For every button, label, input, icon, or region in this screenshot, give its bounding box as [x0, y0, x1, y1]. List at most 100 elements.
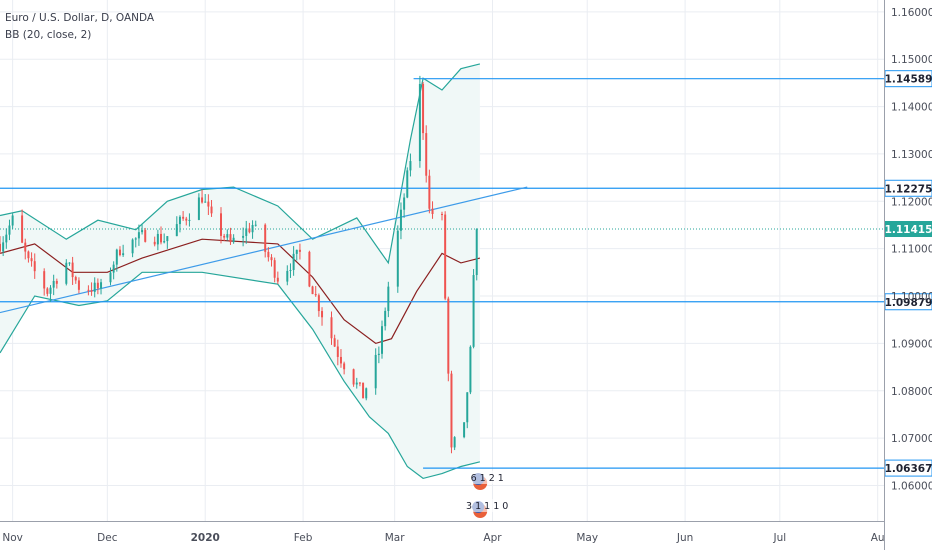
candle-body: [273, 260, 276, 278]
candle-body: [387, 286, 390, 311]
candle-body: [5, 234, 8, 243]
candle-body: [267, 251, 270, 258]
time-tick-label: Apr: [483, 532, 502, 544]
candle-body: [0, 243, 1, 252]
level-price-label: 1.12275: [885, 183, 932, 195]
candle-body: [447, 298, 450, 374]
candle-body: [201, 197, 204, 203]
candle-body: [396, 230, 399, 287]
candle-body: [248, 228, 251, 233]
candle-body: [2, 242, 5, 252]
candle-body: [21, 215, 24, 243]
candle-body: [343, 363, 346, 370]
candle-body: [210, 206, 213, 214]
trendline: [0, 186, 528, 314]
candle-body: [463, 422, 466, 438]
candle-body: [406, 170, 409, 198]
event-badge-bg: [472, 499, 504, 512]
candle-body: [118, 249, 121, 256]
candle-body: [352, 369, 355, 385]
candle-body: [55, 280, 58, 284]
candle-body: [188, 219, 191, 221]
horizontal-levels[interactable]: 1.14589 1.12275 1.09879 1.06367 1.11415: [0, 70, 932, 477]
time-tick-label: Mar: [385, 532, 405, 544]
candle-body: [141, 230, 144, 233]
candle-body: [197, 197, 200, 220]
trendlines[interactable]: [0, 186, 528, 314]
candle-body: [418, 84, 421, 162]
candle-body: [308, 251, 311, 287]
candle-body: [52, 280, 55, 288]
event-badge-label: 3 1 1 1 0: [466, 501, 508, 512]
level-price-label: 1.14589: [885, 74, 932, 86]
candle-body: [254, 224, 257, 226]
price-tick-label: 1.09000: [891, 338, 932, 350]
candle-body: [74, 277, 77, 281]
candle-body: [251, 225, 254, 233]
price-tick-label: 1.14000: [891, 102, 932, 114]
candle-body: [137, 232, 140, 239]
candle-body: [431, 208, 434, 214]
candle-body: [160, 233, 163, 243]
candle-body: [276, 277, 279, 282]
candle-body: [450, 373, 453, 448]
candle-body: [472, 275, 475, 347]
candle-body: [365, 388, 368, 399]
price-tick-label: 1.08000: [891, 386, 932, 398]
candle-body: [409, 161, 412, 171]
candle-body: [314, 294, 317, 296]
candle-body: [441, 213, 443, 215]
candle-body: [226, 234, 229, 238]
candle-body: [422, 84, 425, 134]
event-badges[interactable]: 6 1 2 1 3 1 1 1 0: [466, 471, 508, 518]
candle-body: [11, 215, 14, 226]
price-tick-label: 1.11000: [891, 244, 932, 256]
candle-body: [403, 197, 406, 210]
candle-body: [362, 382, 365, 399]
candle-body: [163, 241, 166, 243]
candle-body: [384, 310, 387, 327]
candle-body: [399, 209, 402, 231]
candle-body: [207, 201, 210, 207]
price-tick-label: 1.15000: [891, 54, 932, 66]
candle-body: [112, 264, 115, 273]
candle-body: [71, 262, 74, 278]
candle-body: [175, 224, 178, 237]
candle-body: [264, 224, 267, 252]
candle-body: [131, 239, 134, 254]
candle-body: [336, 346, 339, 357]
candle-body: [204, 201, 207, 203]
candle-body: [242, 235, 245, 238]
candle-body: [381, 326, 384, 354]
bollinger-band-fill: [0, 63, 480, 479]
chart-title: Euro / U.S. Dollar, D, OANDA: [5, 12, 155, 24]
candle-body: [377, 353, 380, 355]
candle-body: [77, 280, 80, 290]
candle-body: [292, 253, 295, 270]
indicator-label: BB (20, close, 2): [5, 29, 92, 41]
candle-body: [245, 228, 248, 236]
candle-body: [122, 253, 125, 256]
candle-body: [466, 392, 469, 423]
price-tick-label: 1.07000: [891, 433, 932, 445]
event-badge-bg: [472, 471, 504, 484]
candle-body: [43, 271, 46, 289]
candle-body: [49, 287, 52, 294]
candle-body: [270, 257, 273, 261]
candle-body: [27, 251, 30, 259]
candle-body: [330, 317, 333, 339]
price-tick-label: 1.06000: [891, 480, 932, 492]
candle-body: [295, 249, 298, 254]
candle-body: [68, 262, 71, 264]
candle-body: [339, 356, 342, 364]
candle-body: [166, 236, 169, 242]
bollinger-basis-line: [0, 238, 481, 345]
candle-body: [87, 289, 90, 291]
candle-body: [358, 382, 361, 384]
candle-body: [444, 214, 447, 299]
candle-body: [289, 269, 292, 271]
time-tick-label: Nov: [2, 532, 23, 544]
